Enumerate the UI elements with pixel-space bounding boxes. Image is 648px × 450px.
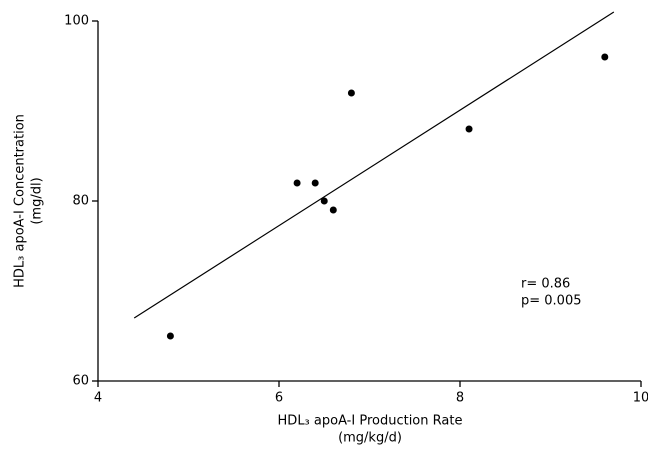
- x-axis-label: HDL₃ apoA-I Production Rate: [278, 414, 463, 429]
- data-point: [293, 179, 301, 187]
- y-axis-label: (mg/dl): [30, 177, 45, 224]
- trend-line: [133, 11, 615, 319]
- x-axis-label: (mg/kg/d): [338, 431, 402, 446]
- annotation: r= 0.86: [521, 277, 570, 292]
- data-point: [465, 125, 473, 133]
- x-tick-label: 6: [275, 391, 283, 406]
- y-axis-label: HDL₃ apoA-I Concentration: [13, 114, 28, 288]
- data-point: [601, 53, 609, 61]
- data-point: [320, 197, 328, 205]
- data-point: [311, 179, 319, 187]
- x-tick-label: 8: [456, 391, 464, 406]
- y-tick-label: 80: [72, 194, 89, 209]
- y-tick-label: 60: [72, 374, 89, 389]
- data-point: [329, 206, 337, 214]
- x-tick-label: 4: [94, 391, 102, 406]
- y-tick-label: 100: [64, 14, 89, 29]
- data-point: [347, 89, 355, 97]
- x-tick-label: 10: [633, 391, 648, 406]
- annotation: p= 0.005: [521, 294, 582, 309]
- data-point: [166, 332, 174, 340]
